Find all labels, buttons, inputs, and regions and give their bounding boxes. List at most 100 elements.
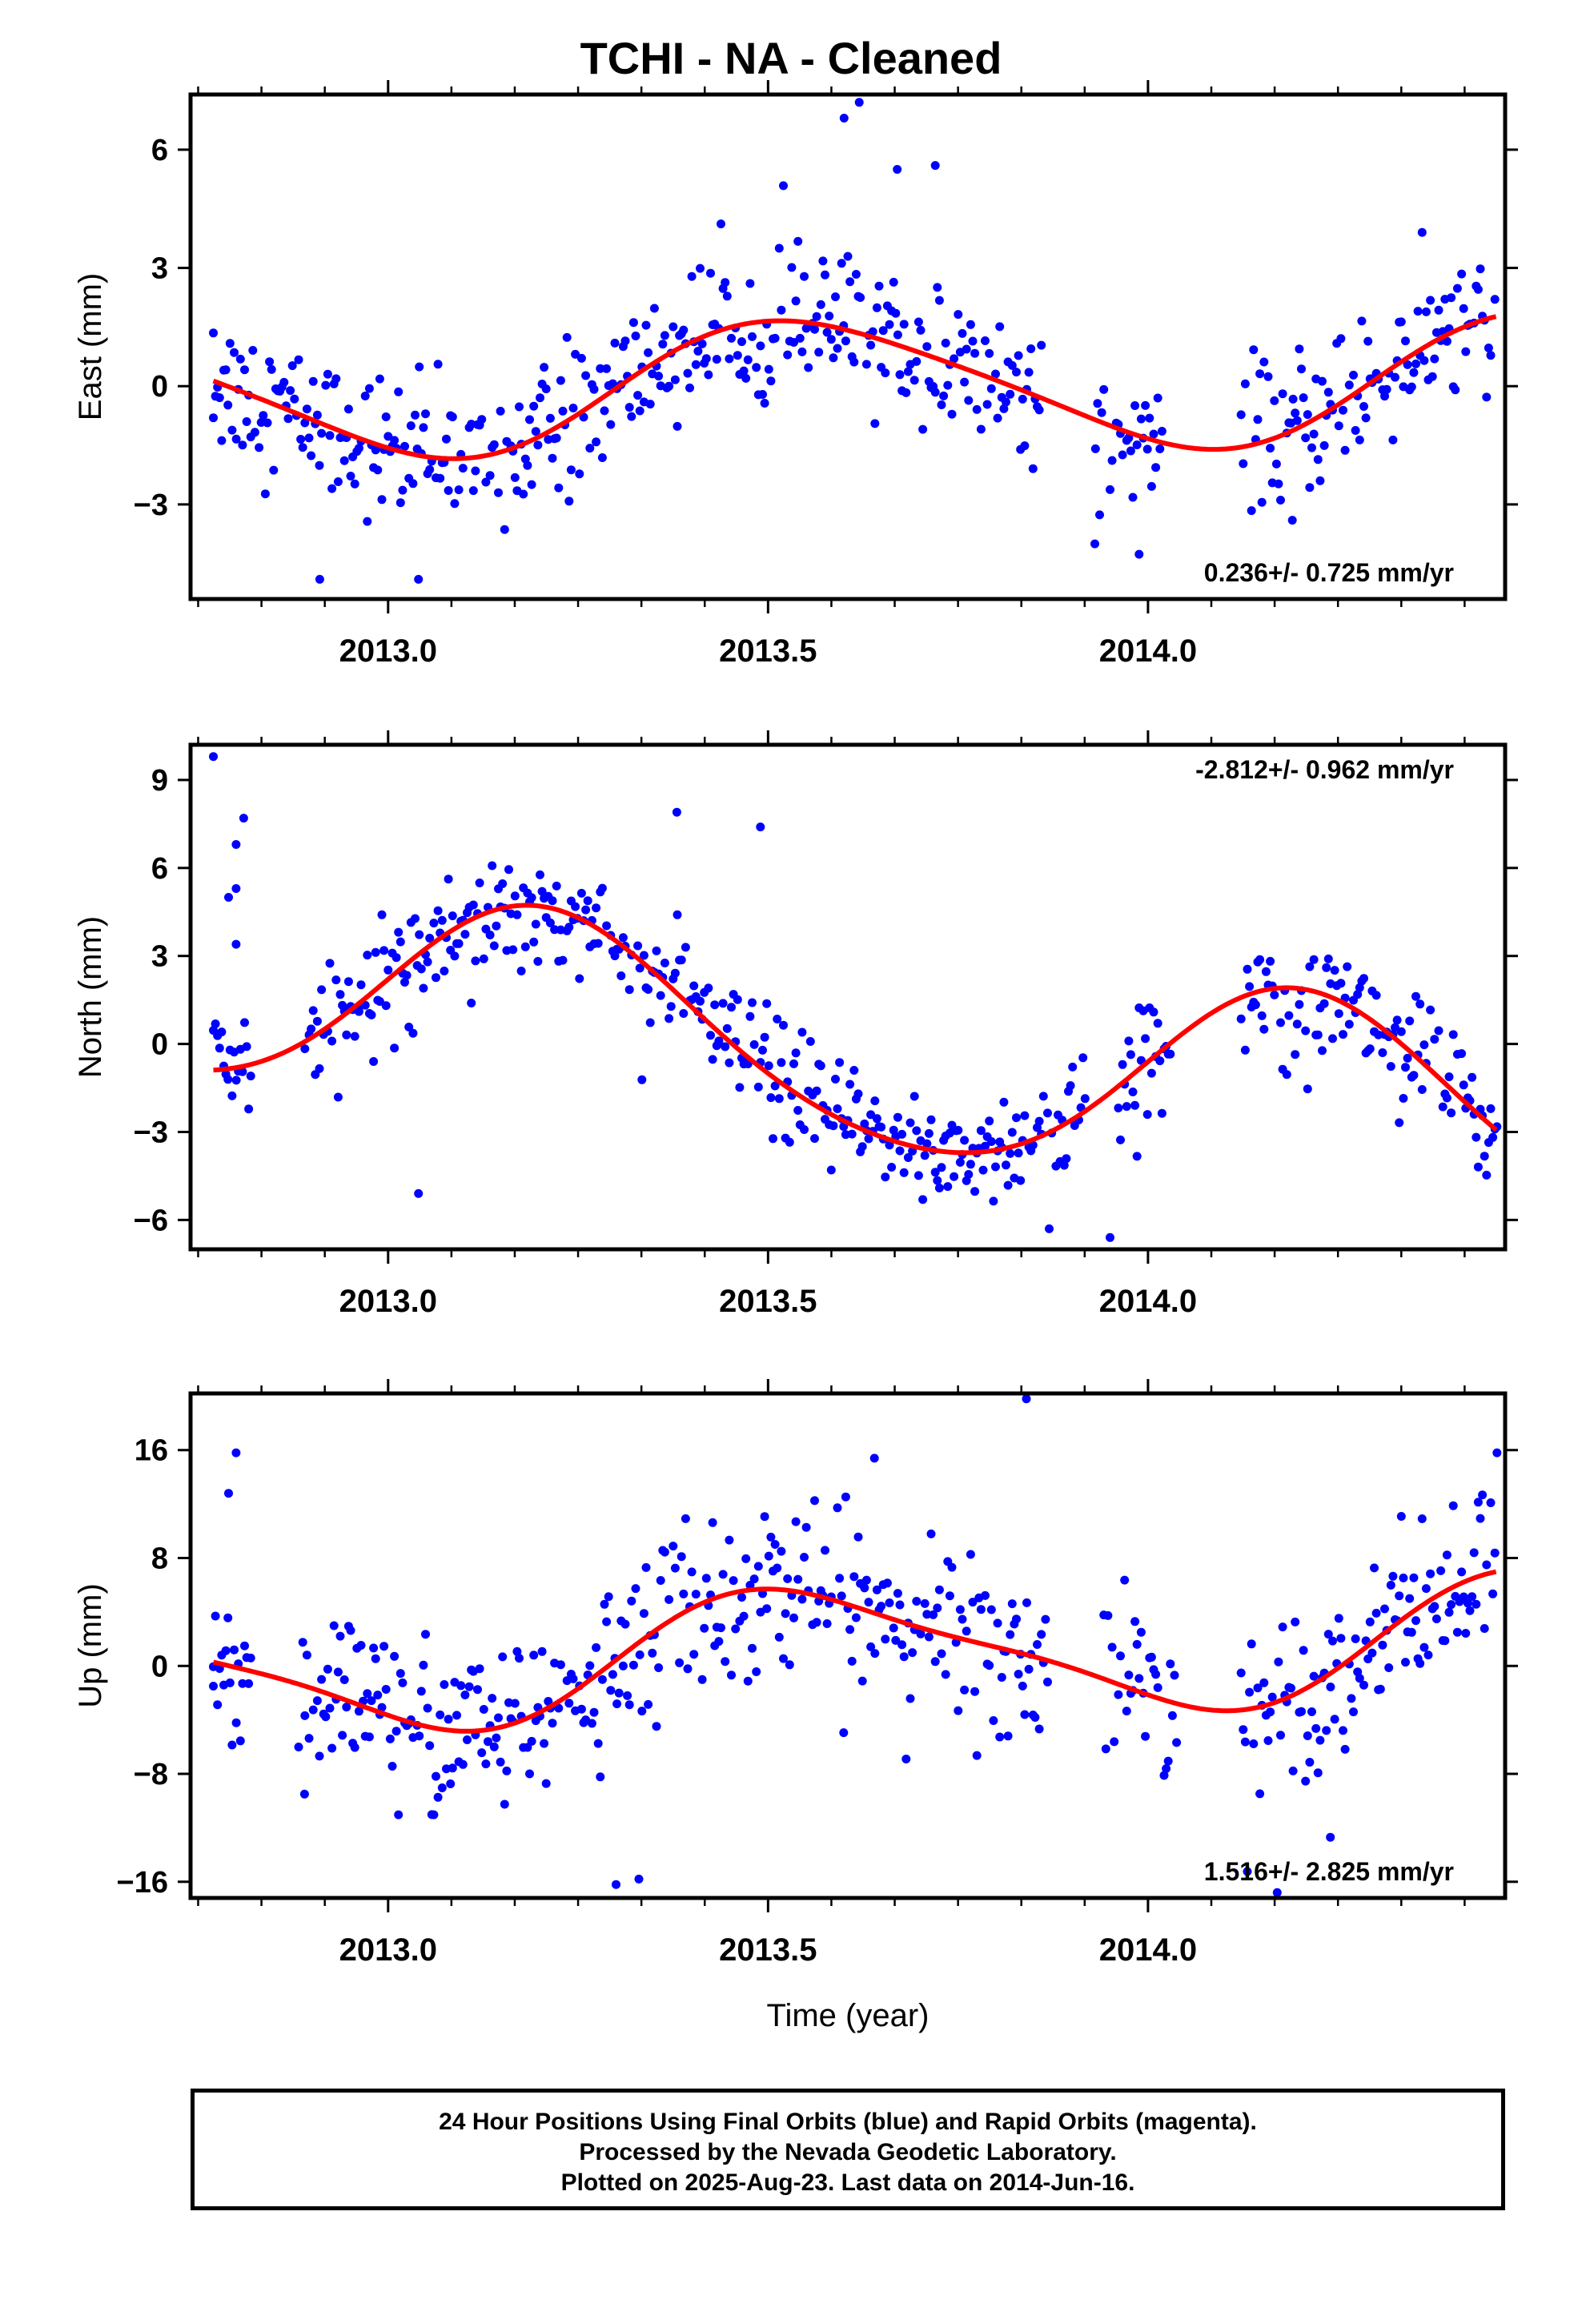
data-point [346, 472, 355, 480]
data-point [1378, 1048, 1387, 1057]
data-point [675, 1658, 685, 1667]
data-point [1007, 1599, 1017, 1609]
data-point [527, 480, 536, 489]
data-point [779, 1020, 788, 1030]
data-point [308, 376, 318, 386]
data-point [1343, 962, 1352, 971]
data-point [602, 364, 612, 373]
data-point [1020, 1111, 1030, 1120]
data-point [1236, 1668, 1246, 1678]
data-point [718, 1570, 728, 1579]
data-point [1303, 1731, 1312, 1740]
data-point [1490, 1548, 1500, 1558]
data-point [545, 413, 555, 423]
data-point [958, 328, 967, 338]
data-point [444, 486, 453, 495]
data-point [616, 971, 626, 980]
data-point [701, 1574, 711, 1583]
data-point [1003, 1731, 1013, 1741]
data-point [1276, 1731, 1285, 1740]
data-point [1291, 1617, 1300, 1626]
data-point [1391, 372, 1399, 382]
data-point [440, 1680, 449, 1689]
data-point [1291, 408, 1300, 418]
data-point [908, 1648, 917, 1658]
data-point [230, 1645, 239, 1655]
y-tick-label: 6 [151, 134, 168, 167]
data-point [1287, 516, 1297, 525]
data-point [999, 1097, 1009, 1107]
data-point [881, 368, 890, 378]
data-point [315, 574, 324, 584]
data-point [1344, 1019, 1354, 1029]
data-point [225, 339, 235, 348]
data-point [537, 887, 547, 896]
axes-frame [188, 1391, 1508, 1900]
data-point [510, 1699, 520, 1708]
data-point [323, 369, 332, 379]
data-point [589, 1707, 599, 1717]
data-point [623, 1691, 632, 1700]
data-point [369, 1643, 379, 1653]
data-point [312, 410, 322, 420]
data-point [745, 279, 755, 288]
data-point [1426, 1005, 1435, 1015]
data-point [520, 942, 530, 951]
data-point [238, 1679, 247, 1688]
data-point [797, 1027, 807, 1037]
data-point [411, 914, 420, 923]
data-point [1322, 963, 1331, 972]
data-point [504, 865, 513, 875]
x-tick-label: 2013.0 [339, 1284, 437, 1319]
data-point [833, 1503, 842, 1513]
data-point [1149, 1007, 1158, 1017]
data-point [363, 951, 372, 960]
data-point [733, 351, 742, 360]
data-point [488, 1694, 497, 1703]
data-point [877, 1602, 886, 1611]
data-point [1157, 427, 1166, 436]
data-point [468, 900, 478, 910]
data-point [614, 1688, 624, 1698]
data-point [1349, 1707, 1358, 1717]
data-point [554, 1703, 564, 1713]
data-point [962, 1626, 971, 1636]
data-point [800, 271, 809, 281]
data-point [1452, 1627, 1462, 1637]
data-point [350, 479, 359, 489]
data-point [764, 1061, 773, 1071]
data-point [1340, 445, 1350, 455]
data-point [683, 368, 693, 378]
data-point [962, 344, 971, 354]
data-point [658, 340, 668, 349]
data-point [1239, 1725, 1248, 1735]
data-point [1382, 384, 1391, 394]
data-point [255, 443, 264, 452]
data-point [764, 1551, 773, 1561]
data-point [1311, 1723, 1321, 1733]
data-point [1396, 1512, 1406, 1521]
data-point [458, 1759, 468, 1769]
data-point [381, 1685, 391, 1694]
data-point [415, 930, 424, 939]
data-point [1305, 962, 1315, 971]
y-axis-label: East (mm) [73, 273, 108, 420]
data-point [887, 1163, 897, 1172]
data-point [960, 377, 970, 387]
data-point [721, 278, 730, 287]
data-point [1375, 1684, 1385, 1694]
data-point [1442, 1093, 1452, 1103]
data-point [1288, 1766, 1298, 1775]
data-point [649, 304, 659, 313]
data-point [600, 406, 609, 416]
data-point [411, 410, 420, 420]
data-point [821, 1546, 829, 1555]
data-point [1134, 549, 1144, 559]
data-point [224, 1489, 233, 1498]
data-point [1239, 459, 1248, 468]
data-point [995, 1732, 1005, 1742]
data-point [741, 1554, 751, 1563]
data-point [1124, 1036, 1134, 1046]
data-point [706, 1031, 715, 1040]
data-point [1128, 493, 1138, 502]
